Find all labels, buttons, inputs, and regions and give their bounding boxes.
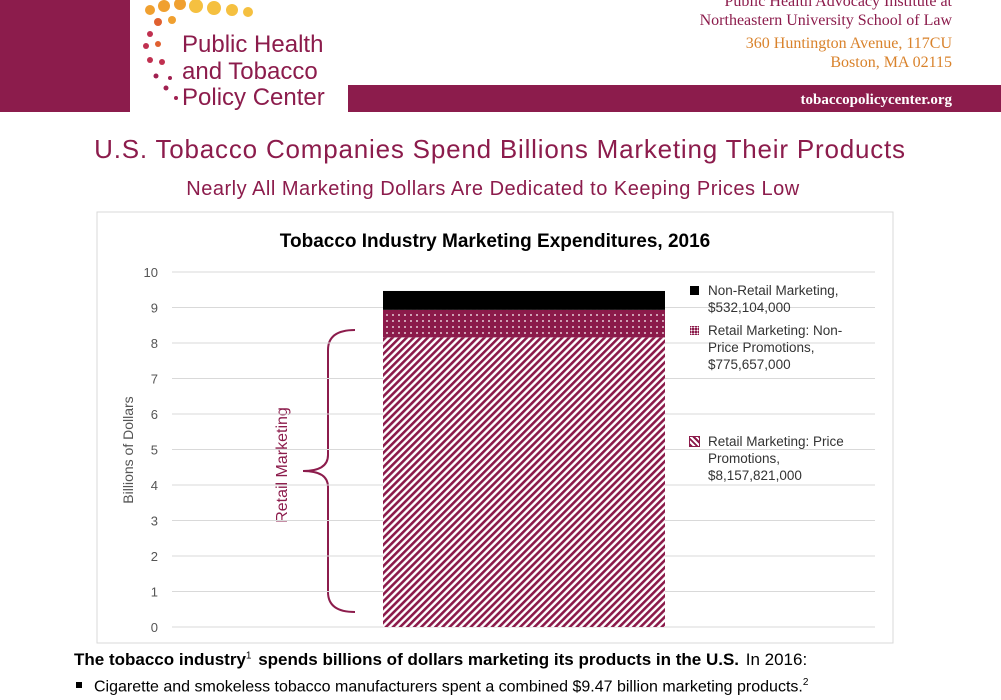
lead-bold: The tobacco industry xyxy=(74,650,246,669)
institute: Northeastern University School of Law xyxy=(700,12,953,29)
header-band xyxy=(0,0,130,112)
logo-text: and Tobacco xyxy=(182,58,318,85)
bullet-text: Cigarette and smokeless tobacco manufact… xyxy=(94,678,803,696)
logo-text: Policy Center xyxy=(182,84,325,111)
y-tick-label: 1 xyxy=(151,585,158,600)
website: tobaccopolicycenter.org xyxy=(801,92,953,108)
y-axis-label: Billions of Dollars xyxy=(120,396,136,503)
header-bar xyxy=(348,85,1001,112)
y-tick-label: 10 xyxy=(144,265,158,280)
title: U.S. Tobacco Companies Spend Billions Ma… xyxy=(94,134,906,164)
value-label: $532,104,000 xyxy=(708,300,791,315)
footnote-ref: 1 xyxy=(245,650,252,662)
legend-item: Retail Marketing: Price Promotions, $8,15… xyxy=(689,433,868,484)
institute: Public Health Advocacy Institute at xyxy=(725,0,953,10)
bar-segment xyxy=(383,290,665,310)
legend-label: Retail Marketing: Price Promotions, xyxy=(708,434,844,466)
y-tick-label: 5 xyxy=(151,443,158,458)
logo-text: Public Health xyxy=(182,31,323,58)
lead-text: The tobacco industry1 spends billions of… xyxy=(74,650,807,670)
logo-dots xyxy=(143,0,253,100)
legend-item: Retail Marketing: Non-Price Promotions, $… xyxy=(690,322,868,373)
subtitle: Nearly All Marketing Dollars Are Dedicat… xyxy=(186,178,799,200)
address: Boston, MA 02115 xyxy=(830,54,952,71)
footnote-ref: 2 xyxy=(802,677,809,688)
y-tick-label: 6 xyxy=(151,407,158,422)
chart-title: Tobacco Industry Marketing Expenditures,… xyxy=(280,231,710,252)
value-label: $8,157,821,000 xyxy=(708,468,802,483)
y-tick-label: 0 xyxy=(151,620,158,635)
annotation: Retail Marketing xyxy=(274,407,291,523)
address: 360 Huntington Avenue, 117CU xyxy=(746,35,953,52)
y-tick-label: 3 xyxy=(151,514,158,529)
bullet: Cigarette and smokeless tobacco manufact… xyxy=(74,677,808,696)
y-tick-label: 4 xyxy=(151,478,158,493)
legend-label: Retail Marketing: Non-Price Promotions, xyxy=(708,323,843,355)
bullet-mark xyxy=(76,682,82,689)
bar-segment xyxy=(383,309,665,338)
y-tick-label: 8 xyxy=(151,336,158,351)
lead-bold: spends billions of dollars marketing its… xyxy=(258,650,740,669)
legend-label: Non-Retail Marketing, xyxy=(708,283,839,298)
bar-segment xyxy=(383,337,665,627)
brace xyxy=(302,329,356,613)
lead-normal: In 2016: xyxy=(745,650,808,669)
legend-swatch xyxy=(690,326,699,335)
legend-swatch xyxy=(690,286,699,295)
y-tick-label: 9 xyxy=(151,301,158,316)
y-tick-label: 2 xyxy=(151,549,158,564)
legend-item: Non-Retail Marketing, $532,104,000 xyxy=(690,282,868,316)
value-label: $775,657,000 xyxy=(708,357,791,372)
y-tick-label: 7 xyxy=(151,372,158,387)
legend-swatch xyxy=(689,436,700,447)
